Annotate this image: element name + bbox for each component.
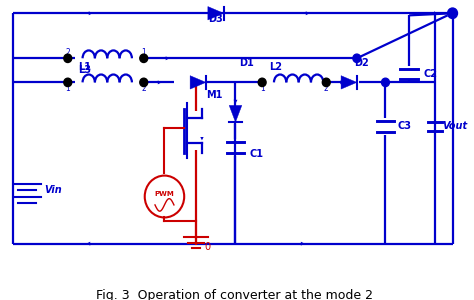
Text: 1: 1 bbox=[141, 48, 146, 57]
Circle shape bbox=[64, 78, 72, 87]
Text: L1: L1 bbox=[78, 62, 91, 72]
Text: 0: 0 bbox=[204, 242, 210, 252]
Text: 2: 2 bbox=[65, 48, 70, 57]
Text: D3: D3 bbox=[209, 14, 223, 24]
Text: L2: L2 bbox=[269, 62, 282, 72]
Text: L3: L3 bbox=[78, 64, 91, 75]
Circle shape bbox=[447, 8, 457, 19]
Circle shape bbox=[140, 78, 148, 87]
Text: PWM: PWM bbox=[155, 191, 174, 197]
Text: 2: 2 bbox=[141, 85, 146, 94]
Polygon shape bbox=[190, 76, 206, 89]
Text: 2: 2 bbox=[324, 85, 328, 94]
Text: M1: M1 bbox=[206, 90, 222, 100]
Circle shape bbox=[382, 78, 390, 87]
Circle shape bbox=[64, 54, 72, 62]
Text: D1: D1 bbox=[239, 58, 254, 68]
Circle shape bbox=[140, 54, 148, 62]
Polygon shape bbox=[341, 76, 357, 89]
Circle shape bbox=[353, 54, 361, 62]
Text: C1: C1 bbox=[249, 148, 264, 159]
Circle shape bbox=[258, 78, 266, 87]
Text: Vin: Vin bbox=[44, 185, 62, 195]
Text: Fig. 3  Operation of converter at the mode 2: Fig. 3 Operation of converter at the mod… bbox=[96, 289, 373, 300]
Polygon shape bbox=[208, 7, 224, 20]
Text: Vout: Vout bbox=[443, 122, 468, 131]
Text: 1: 1 bbox=[65, 85, 70, 94]
Text: C2: C2 bbox=[424, 69, 438, 79]
Polygon shape bbox=[229, 105, 242, 122]
Text: C3: C3 bbox=[397, 122, 411, 131]
Text: D2: D2 bbox=[354, 58, 369, 68]
Circle shape bbox=[322, 78, 330, 87]
Text: 1: 1 bbox=[260, 85, 264, 94]
